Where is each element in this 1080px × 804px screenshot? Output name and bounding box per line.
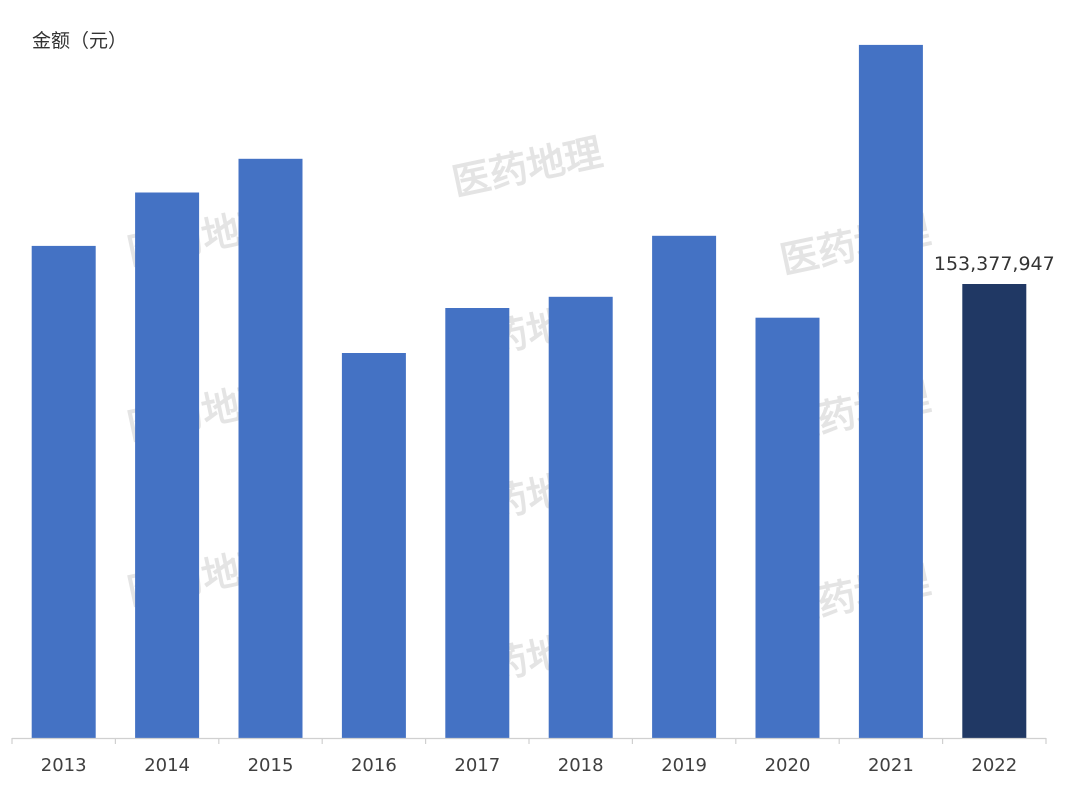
bar-2016	[341, 353, 406, 738]
x-tick-label-2016: 2016	[351, 755, 397, 776]
bar-2020	[755, 317, 820, 738]
bar-2017	[445, 308, 510, 738]
labels-group: 2013 2014 2015 2016 2017 2018 2019 2020 2021 2022…	[41, 253, 1055, 776]
bar-2021	[858, 44, 923, 738]
x-tick-label-2020: 2020	[765, 755, 811, 776]
bar-2019	[652, 235, 717, 739]
x-tick-label-2013: 2013	[41, 755, 87, 776]
bar-2014	[135, 192, 200, 738]
x-tick-label-2017: 2017	[454, 755, 500, 776]
x-tick-label-2014: 2014	[144, 755, 190, 776]
x-tick-label-2018: 2018	[558, 755, 604, 776]
bar-2022	[962, 284, 1027, 738]
watermark-text: 医药地理	[448, 130, 606, 205]
data-label-2022: 153,377,947	[934, 253, 1055, 275]
bar-2015	[238, 158, 303, 739]
x-tick-label-2015: 2015	[248, 755, 294, 776]
x-tick-label-2019: 2019	[661, 755, 707, 776]
bars-group	[31, 44, 1027, 739]
x-axis	[11, 737, 1047, 744]
x-tick-label-2021: 2021	[868, 755, 914, 776]
x-tick-label-2022: 2022	[971, 755, 1017, 776]
bar-2018	[548, 296, 613, 738]
y-axis-label: 金额（元）	[32, 30, 128, 52]
bar-2013	[31, 245, 96, 738]
